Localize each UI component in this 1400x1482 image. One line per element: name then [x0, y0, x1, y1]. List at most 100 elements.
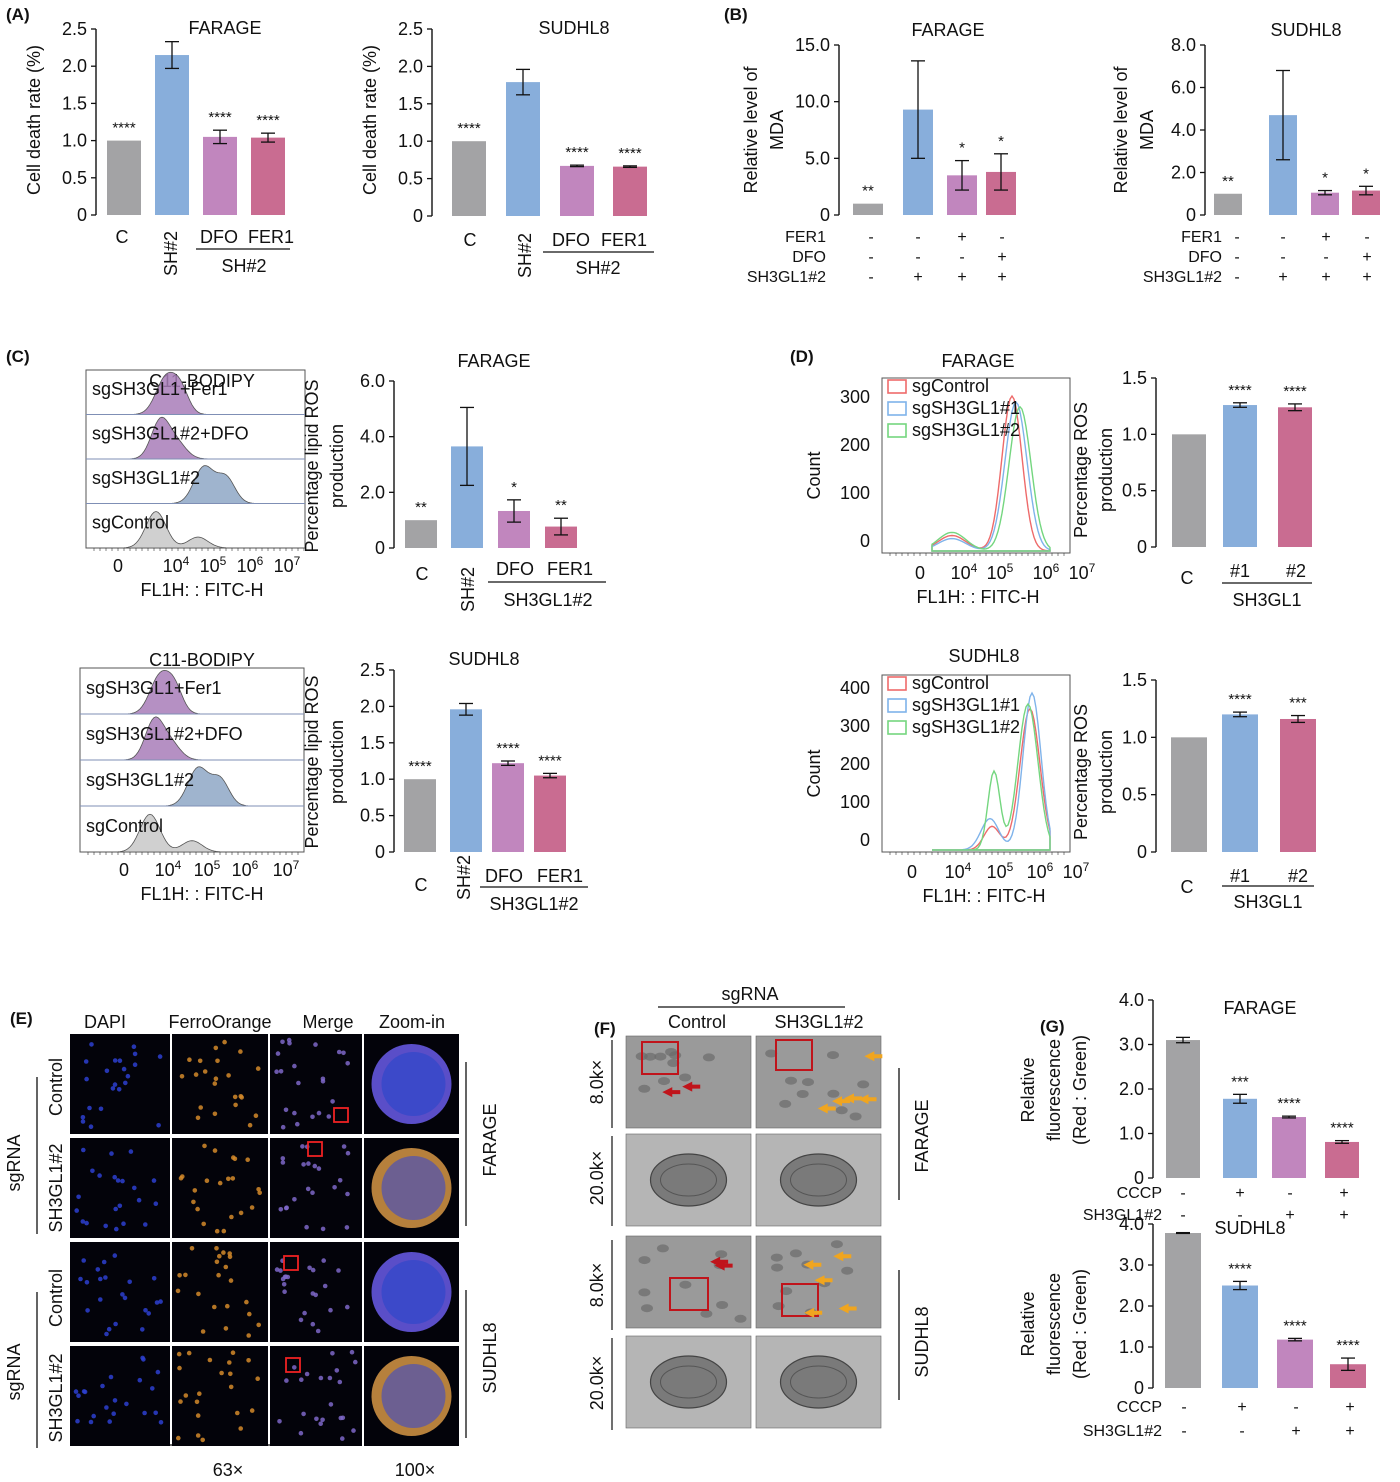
treatment-sign: -: [1234, 229, 1239, 246]
mitochondrion: [802, 1078, 814, 1087]
cell-nucleus: [277, 1419, 282, 1424]
cell-nucleus: [121, 1066, 127, 1072]
cell-nucleus: [195, 1206, 200, 1212]
legend-label: sgSH3GL1#1: [912, 695, 1020, 715]
panel-a-farage-chart: FARAGE Cell death rate (%) C SH#2 DFO FE…: [24, 18, 294, 276]
cell-nucleus: [344, 1225, 350, 1230]
cell-nucleus: [115, 1178, 121, 1183]
y-tick-label: 1.0: [62, 131, 87, 151]
treatment-sign: +: [1345, 1423, 1354, 1440]
cell-nucleus: [158, 1299, 163, 1304]
x-tick-label: 0: [113, 556, 123, 576]
x-tick-label: 107: [1069, 561, 1096, 583]
x-tick-label: C: [1181, 568, 1194, 588]
y-tick-label: 2.0: [360, 696, 385, 716]
cell-nucleus: [195, 1433, 201, 1438]
mitochondrion: [785, 1076, 797, 1085]
cell-nucleus: [117, 1203, 123, 1209]
arrow-marker: [714, 1260, 733, 1271]
significance-label: ****: [1336, 1337, 1360, 1354]
y-tick-label: 15.0: [795, 35, 830, 55]
side-group-label: sgRNA: [4, 1343, 24, 1400]
cell-nucleus: [334, 1368, 340, 1373]
bar: [1278, 407, 1312, 547]
cell-nucleus: [95, 1267, 101, 1272]
x-tick-label: #1: [1230, 866, 1250, 886]
y-axis-label: Count: [804, 749, 824, 797]
cell-nucleus: [230, 1350, 236, 1355]
cell-nucleus: [98, 1276, 103, 1282]
cell-nucleus: [183, 1272, 188, 1278]
cell-nucleus: [219, 1370, 224, 1376]
significance-label: **: [1222, 173, 1234, 190]
column-header: Control: [668, 1012, 726, 1032]
y-tick-label: 4.0: [360, 427, 385, 447]
significance-label: **: [415, 499, 427, 516]
treatment-label: SH3GL1#2: [747, 269, 826, 286]
treatment-sign: +: [1321, 229, 1330, 246]
group-label: SH3GL1: [1232, 590, 1301, 610]
sample-label: sgSH3GL1+Fer1: [92, 379, 228, 399]
magnification-label: 63×: [213, 1460, 244, 1480]
treatment-sign: -: [1237, 1207, 1242, 1224]
tem-grid: [625, 1035, 883, 1429]
treatment-sign: +: [1345, 1399, 1354, 1416]
x-tick-label: 107: [273, 858, 300, 880]
y-axis-label: MDA: [1137, 110, 1157, 150]
cell-nucleus: [146, 1311, 151, 1316]
cell-nucleus: [345, 1191, 350, 1197]
magnification-label: 8.0k×: [587, 1263, 607, 1308]
cell-nucleus: [341, 1144, 347, 1149]
cell-line-label: FARAGE: [912, 1099, 932, 1172]
cell-nucleus: [103, 1223, 108, 1229]
y-axis-label: Relative level of: [741, 65, 761, 193]
x-tick-label: 0: [915, 563, 925, 583]
cell-nucleus: [256, 1187, 261, 1192]
significance-label: ****: [112, 120, 136, 137]
chart-title: FARAGE: [188, 18, 261, 38]
cell-nucleus: [217, 1253, 222, 1259]
cell-nucleus: [183, 1393, 189, 1398]
mitochondrion: [779, 1099, 792, 1108]
cell-nucleus: [298, 1317, 304, 1323]
y-tick-label: 2.0: [360, 482, 385, 502]
cell-nucleus: [104, 1405, 109, 1410]
cell-nucleus: [320, 1417, 325, 1423]
chart-title: SUDHL8: [1270, 20, 1341, 40]
cell-nucleus: [316, 1110, 322, 1116]
group-label: SH3GL1: [1233, 892, 1302, 912]
cell-nucleus: [123, 1080, 128, 1086]
cell-nucleus: [84, 1076, 89, 1082]
treatment-sign: -: [1239, 1423, 1244, 1440]
y-tick-label: 0.5: [62, 168, 87, 188]
panel-c-flow-farage: C11-BODIPYsgSH3GL1+Fer1sgSH3GL1#2+DFOsgS…: [85, 369, 306, 600]
bar: [1165, 1233, 1201, 1388]
x-tick-exponent: 7: [294, 554, 301, 568]
cell-nucleus: [336, 1268, 341, 1273]
mitochondrion: [835, 1106, 848, 1115]
cell-nucleus: [98, 1106, 104, 1112]
significance-label: ****: [618, 145, 642, 162]
x-tick-label: 104: [155, 858, 182, 880]
cell-nucleus: [178, 1399, 183, 1404]
significance-label: ****: [208, 109, 232, 126]
x-tick-exponent: 4: [971, 561, 978, 575]
cell-nucleus: [76, 1393, 81, 1398]
cell-nucleus: [214, 1228, 220, 1234]
x-tick-label: C: [464, 230, 477, 250]
panel-f-tem: sgRNA Control SH3GL1#2 8.0k× 20.0k× 8.0k…: [587, 984, 932, 1430]
histogram-trace: [932, 702, 1051, 851]
arrow-marker: [804, 1307, 823, 1318]
cell-nucleus: [337, 1379, 343, 1385]
legend-swatch: [887, 423, 907, 438]
cell-nucleus: [204, 1178, 210, 1183]
cell-nucleus: [274, 1069, 279, 1074]
cell-nucleus: [238, 1210, 244, 1216]
x-tick-exponent: 6: [1053, 561, 1060, 575]
microscopy-image: [270, 1034, 362, 1134]
arrow-marker: [662, 1087, 681, 1098]
cell-nucleus: [227, 1251, 232, 1256]
cell-nucleus: [179, 1074, 185, 1079]
panel-g-farage-chart: FARAGE Relative fluorescence (Red : Gree…: [1018, 990, 1359, 1188]
cell-nucleus: [316, 1166, 322, 1171]
